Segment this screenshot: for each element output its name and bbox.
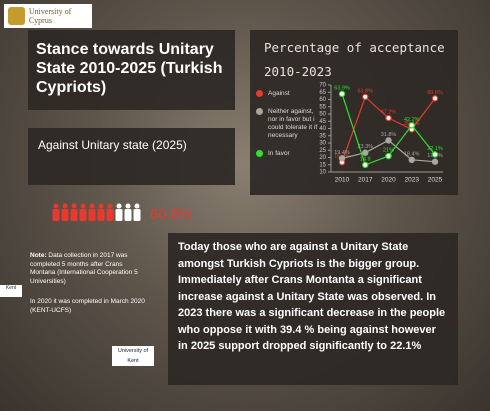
- person-head: [53, 203, 59, 209]
- point: [408, 122, 415, 129]
- legend: Against Neither against, nor in favor but…: [256, 90, 320, 168]
- value-label: 21%: [383, 148, 394, 154]
- person-head: [98, 203, 104, 209]
- person-body: [106, 209, 114, 221]
- legend-item: In favor: [256, 150, 320, 158]
- note-lead: Note:: [30, 252, 47, 259]
- person-body: [88, 209, 96, 221]
- point: [362, 93, 369, 101]
- y-tick-label: 20: [319, 155, 326, 161]
- y-tick-label: 40: [319, 126, 326, 132]
- legend-item: Neither against, nor in favor but i coul…: [256, 108, 320, 140]
- summary: Today those who are against a Unitary St…: [178, 241, 446, 352]
- person-head: [116, 203, 122, 209]
- note-text: Data collection in 2017 was completed 5 …: [30, 252, 138, 285]
- logo-text: University of Cyprus: [28, 7, 72, 25]
- point: [362, 149, 369, 156]
- point: [338, 155, 346, 162]
- value-label: 63.9%: [334, 85, 350, 91]
- value-label: 42.2%: [404, 117, 420, 123]
- subtitle-box: Against Unitary state (2025): [28, 128, 235, 185]
- legend-label: In favor: [268, 150, 290, 157]
- legend-swatch: [256, 108, 263, 115]
- logo-box: University of Cyprus: [4, 4, 92, 28]
- y-tick-label: 25: [319, 148, 326, 154]
- side-logo: Kent: [0, 285, 22, 297]
- point: [385, 137, 392, 144]
- point: [362, 161, 369, 169]
- y-tick-label: 45: [319, 119, 326, 125]
- y-tick-label: 50: [319, 112, 326, 118]
- x-tick-label: 2025: [428, 177, 443, 184]
- y-tick-label: 10: [319, 170, 326, 176]
- point: [385, 152, 392, 160]
- legend-label: Neither against, nor in favor but i coul…: [268, 108, 318, 139]
- y-tick-label: 60: [319, 97, 326, 103]
- person-head: [80, 203, 86, 209]
- point: [408, 156, 415, 164]
- chart-title: Percentage of acceptance 2010-2023: [264, 40, 445, 79]
- note: Note: Data collection in 2017 was comple…: [30, 252, 148, 315]
- value-label: 61.8%: [357, 88, 373, 94]
- value-label: 60.8%: [427, 90, 443, 96]
- person-body: [97, 209, 105, 221]
- pictogram: 60.8%: [52, 203, 193, 223]
- y-tick-label: 65: [319, 90, 326, 96]
- value-label: 31.8%: [381, 132, 397, 138]
- person-head: [107, 203, 113, 209]
- person-body: [133, 209, 141, 221]
- kent-logo: University of Kent: [112, 346, 154, 366]
- subtitle: Against Unitary state (2025): [38, 138, 187, 152]
- y-tick-label: 15: [319, 162, 326, 168]
- y-tick-label: 30: [319, 141, 326, 147]
- point: [431, 95, 439, 102]
- x-tick-label: 2010: [335, 177, 350, 184]
- person-head: [89, 203, 95, 209]
- point: [338, 90, 346, 98]
- logo-icon: [8, 7, 25, 25]
- person-body: [115, 209, 123, 221]
- point: [431, 158, 439, 165]
- x-tick-label: 2023: [405, 177, 420, 184]
- value-label: 47.2%: [381, 110, 397, 116]
- point: [385, 114, 392, 122]
- person-head: [71, 203, 77, 209]
- person-body: [79, 209, 87, 221]
- title-box: Stance towards Unitary State 2010-2025 (…: [28, 30, 235, 110]
- point: [431, 151, 439, 158]
- y-tick-label: 55: [319, 104, 326, 110]
- chart-box: Percentage of acceptance 2010-2023 Again…: [250, 30, 458, 195]
- person-head: [62, 203, 68, 209]
- y-tick-label: 35: [319, 133, 326, 139]
- summary-box: Today those who are against a Unitary St…: [168, 233, 458, 385]
- person-body: [52, 209, 60, 221]
- y-tick-label: 70: [319, 83, 326, 89]
- note-second: In 2020 it was completed in March 2020 (…: [30, 298, 145, 314]
- value-label: 22.1%: [427, 146, 443, 152]
- person-body: [70, 209, 78, 221]
- value-label: 23.3%: [357, 144, 373, 150]
- title: Stance towards Unitary State 2010-2025 (…: [36, 41, 223, 96]
- person-head: [125, 203, 131, 209]
- x-tick-label: 2017: [358, 177, 373, 184]
- value-label: 18.4%: [404, 151, 420, 157]
- person-body: [124, 209, 132, 221]
- value-label: 14.9: [360, 156, 371, 162]
- legend-swatch: [256, 150, 263, 157]
- legend-item: Against: [256, 90, 320, 98]
- person-body: [61, 209, 69, 221]
- value-label: 19.4%: [334, 150, 350, 156]
- x-tick-label: 2020: [381, 177, 396, 184]
- person-head: [134, 203, 140, 209]
- pictogram-label: 60.8%: [150, 206, 193, 223]
- legend-swatch: [256, 90, 263, 97]
- legend-label: Against: [268, 90, 290, 97]
